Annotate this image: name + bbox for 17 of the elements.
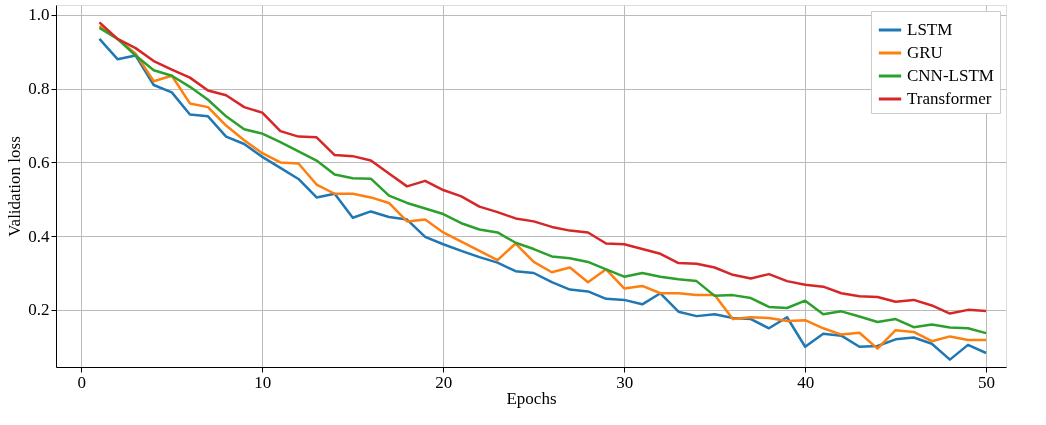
x-axis-title: Epochs bbox=[506, 388, 557, 408]
x-tick-label: 10 bbox=[254, 372, 272, 392]
y-tick-label: 1.0 bbox=[28, 5, 50, 25]
x-tick-label: 0 bbox=[77, 372, 87, 392]
y-tick-label: 0.8 bbox=[28, 79, 50, 99]
legend-label: Transformer bbox=[907, 89, 992, 108]
x-tick-label: 30 bbox=[616, 372, 634, 392]
y-tick-label: 0.6 bbox=[28, 152, 50, 172]
legend-label: GRU bbox=[907, 43, 943, 62]
legend-label: CNN-LSTM bbox=[907, 66, 994, 85]
x-tick-label: 40 bbox=[797, 372, 815, 392]
x-tick-label: 20 bbox=[435, 372, 453, 392]
y-tick-label: 0.4 bbox=[28, 226, 50, 246]
x-tick-label: 50 bbox=[978, 372, 996, 392]
legend-label: LSTM bbox=[907, 20, 953, 39]
y-tick-label: 0.2 bbox=[28, 300, 50, 320]
y-axis-title: Validation loss bbox=[5, 136, 25, 237]
